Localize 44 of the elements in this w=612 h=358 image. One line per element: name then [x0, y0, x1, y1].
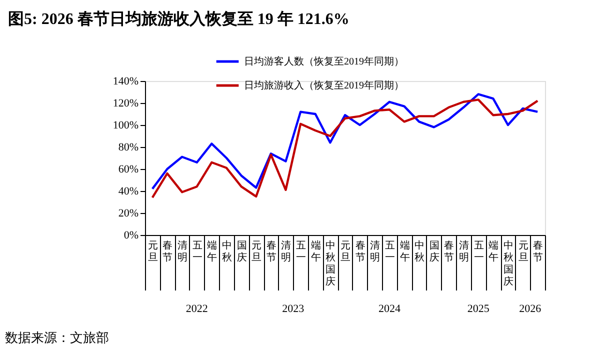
x-tick-label: 元旦	[340, 240, 350, 264]
x-tick-label: 清明	[281, 240, 292, 264]
x-tick-label: 清明	[459, 240, 470, 264]
text: 2024	[378, 303, 401, 315]
x-tick-label: 端午	[207, 240, 218, 264]
source-note: 数据来源：文旅部	[5, 330, 109, 345]
y-tick-label: 40%	[118, 186, 138, 198]
text: 2025	[467, 303, 490, 315]
y-tick-label: 20%	[118, 208, 138, 220]
x-tick-label: 清明	[178, 240, 188, 264]
x-tick-label: 元旦	[252, 240, 262, 264]
x-tick-label: 端午	[310, 240, 321, 264]
x-tick-label: 中秋 国庆	[503, 240, 514, 288]
x-tick-label: 春节	[162, 240, 173, 264]
chart-title: 图5: 2026 春节日均旅游收入恢复至 19 年 121.6%	[8, 10, 350, 28]
x-tick-label: 中秋	[222, 240, 232, 264]
x-tick-label: 端午	[400, 240, 410, 264]
text: 2022	[186, 303, 208, 315]
x-tick-label: 春节	[355, 240, 366, 264]
x-tick-label: 中秋国庆	[326, 240, 336, 288]
x-tick-label: 春节	[444, 240, 454, 264]
legend-label: 日均旅游收入（恢复至2019年同期）	[244, 80, 404, 92]
x-tick-label: 春节	[533, 240, 544, 264]
text: 2026	[519, 303, 542, 315]
x-tick-label: 元旦	[518, 240, 528, 264]
x-tick-label: 五一	[192, 240, 202, 264]
x-tick-label: 国庆	[236, 240, 247, 264]
text: 2023	[282, 303, 305, 315]
y-tick-label: 100%	[112, 120, 138, 132]
x-tick-label: 中秋	[414, 240, 425, 264]
x-tick-label: 春节	[266, 240, 276, 264]
y-tick-label: 140%	[112, 76, 138, 88]
y-tick-label: 60%	[118, 164, 138, 176]
y-tick-label: 120%	[112, 98, 138, 110]
x-tick-label: 端午	[488, 240, 499, 264]
x-tick-label: 元旦	[148, 240, 158, 264]
x-tick-label: 国庆	[429, 240, 440, 264]
x-tick-label: 五一	[384, 240, 395, 264]
legend-label: 日均游客人数（恢复至2019年同期）	[244, 56, 404, 68]
x-tick-label: 五一	[296, 240, 306, 264]
x-tick-label: 五一	[474, 240, 484, 264]
y-tick-label: 0%	[124, 230, 138, 242]
x-tick-label: 清明	[370, 240, 380, 264]
y-tick-label: 80%	[118, 142, 138, 154]
